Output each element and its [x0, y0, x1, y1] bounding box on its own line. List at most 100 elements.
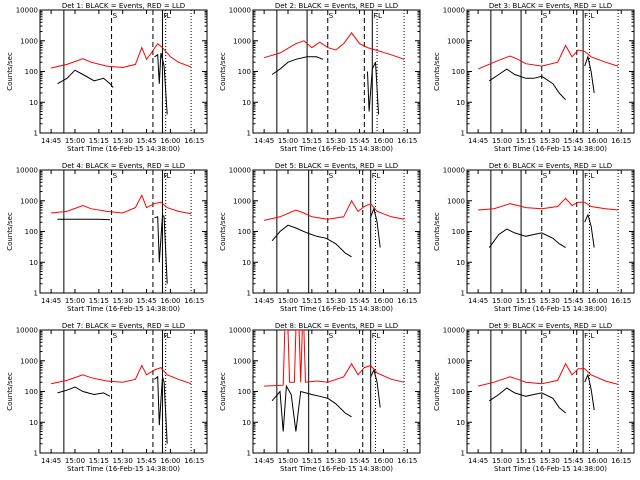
x-tick-label: 15:00	[492, 457, 512, 465]
marker-label: F	[372, 172, 376, 180]
y-tick-label: 1000	[447, 37, 465, 45]
x-tick-label: 15:00	[65, 137, 85, 145]
events-series-line	[271, 368, 381, 432]
marker-label: L	[167, 172, 171, 180]
panel-det-9: Det 9: BLACK = Events, RED = LLD 1 10 100 10…	[433, 322, 635, 473]
lld-series-line	[477, 44, 619, 70]
marker-label: L	[167, 332, 171, 340]
panel-title: Det 5: BLACK = Events, RED = LLD	[275, 162, 398, 170]
marker-label: S	[113, 172, 118, 180]
lld-series-line	[50, 42, 192, 69]
x-tick-label: 14:45	[254, 457, 274, 465]
axes-frame	[39, 329, 208, 454]
y-tick-label: 100	[238, 68, 251, 76]
marker-label: L	[376, 172, 380, 180]
y-tick-label: 100	[25, 388, 38, 396]
x-axis-label: Start Time (16-Feb-15 14:38:00)	[67, 465, 180, 473]
y-tick-label: 1	[34, 290, 38, 298]
y-tick-label: 10000	[443, 327, 465, 335]
x-tick-label: 14:45	[41, 297, 61, 305]
axes-frame	[466, 329, 635, 454]
marker-label: F	[372, 332, 376, 340]
marker-label: F	[584, 332, 588, 340]
x-tick-label: 16:15	[397, 297, 417, 305]
marker-label: L	[378, 12, 382, 20]
panel-title: Det 1: BLACK = Events, RED = LLD	[62, 2, 185, 10]
y-axis-label: Counts/sec	[219, 212, 227, 251]
y-tick-label: 1	[247, 290, 251, 298]
x-axis-label: Start Time (16-Feb-15 14:38:00)	[280, 145, 393, 153]
y-tick-label: 10000	[16, 327, 38, 335]
events-series-line	[271, 56, 380, 115]
panel-title: Det 4: BLACK = Events, RED = LLD	[62, 162, 185, 170]
lld-series-line	[477, 362, 619, 387]
y-tick-label: 100	[238, 388, 251, 396]
x-tick-label: 16:00	[160, 137, 180, 145]
x-tick-label: 15:30	[326, 137, 346, 145]
x-tick-label: 15:15	[302, 137, 322, 145]
x-tick-label: 16:00	[587, 457, 607, 465]
y-tick-label: 10000	[443, 167, 465, 175]
x-tick-label: 15:00	[65, 457, 85, 465]
x-tick-label: 15:15	[516, 297, 536, 305]
lld-series-line	[263, 32, 405, 60]
x-tick-label: 14:45	[254, 137, 274, 145]
x-tick-label: 15:30	[113, 457, 133, 465]
x-tick-label: 16:00	[373, 457, 393, 465]
x-tick-label: 16:00	[587, 137, 607, 145]
panel-det-6: Det 6: BLACK = Events, RED = LLD 1 10 100 10…	[433, 162, 635, 313]
y-tick-label: 10	[456, 259, 465, 267]
y-tick-label: 10	[242, 259, 251, 267]
panel-title: Det 9: BLACK = Events, RED = LLD	[489, 322, 612, 330]
lld-series-line	[478, 197, 619, 211]
events-series-line	[57, 213, 168, 284]
x-tick-label: 16:15	[611, 297, 631, 305]
x-tick-label: 16:15	[611, 137, 631, 145]
x-tick-label: 14:45	[254, 297, 274, 305]
events-series-line	[57, 375, 168, 444]
x-tick-label: 14:45	[41, 457, 61, 465]
axes-frame	[252, 9, 421, 134]
y-tick-label: 100	[238, 228, 251, 236]
y-tick-label: 1	[461, 450, 465, 458]
y-tick-label: 10	[29, 419, 38, 427]
panel-title: Det 3: BLACK = Events, RED = LLD	[489, 2, 612, 10]
lld-series-line	[50, 364, 192, 385]
x-axis-label: Start Time (16-Feb-15 14:38:00)	[280, 305, 393, 313]
marker-label: S	[113, 12, 118, 20]
y-tick-label: 10000	[229, 7, 251, 15]
y-axis-label: Counts/sec	[6, 52, 14, 91]
x-tick-label: 15:15	[89, 457, 109, 465]
x-tick-label: 16:15	[184, 457, 204, 465]
x-tick-label: 16:15	[397, 137, 417, 145]
y-tick-label: 10000	[229, 327, 251, 335]
marker-label: L	[167, 12, 171, 20]
y-axis-label: Counts/sec	[433, 372, 441, 411]
x-tick-label: 15:30	[326, 297, 346, 305]
marker-label: S	[543, 332, 548, 340]
panel-det-5: Det 5: BLACK = Events, RED = LLD 1 10 100 10…	[219, 162, 421, 313]
marker-label: F	[584, 172, 588, 180]
events-series-line	[489, 54, 595, 101]
x-tick-label: 15:30	[113, 137, 133, 145]
x-tick-label: 15:30	[326, 457, 346, 465]
y-tick-label: 10	[242, 99, 251, 107]
marker-label: S	[329, 332, 334, 340]
y-tick-label: 10000	[16, 7, 38, 15]
y-tick-label: 10	[456, 99, 465, 107]
y-axis-label: Counts/sec	[219, 372, 227, 411]
panel-det-1: Det 1: BLACK = Events, RED = LLD 1 10 100 10…	[6, 2, 208, 153]
x-axis-label: Start Time (16-Feb-15 14:38:00)	[494, 465, 607, 473]
y-tick-label: 1	[34, 450, 38, 458]
marker-label: L	[590, 332, 594, 340]
axes-frame	[466, 169, 635, 294]
x-tick-label: 16:00	[373, 297, 393, 305]
panel-title: Det 8: BLACK = Events, RED = LLD	[275, 322, 398, 330]
panel-det-4: Det 4: BLACK = Events, RED = LLD 1 10 100 10…	[6, 162, 208, 313]
y-tick-label: 1	[34, 130, 38, 138]
x-tick-label: 14:45	[468, 457, 488, 465]
y-tick-label: 1000	[20, 37, 38, 45]
x-tick-label: 15:00	[278, 457, 298, 465]
x-tick-label: 15:45	[563, 137, 583, 145]
marker-label: S	[113, 332, 118, 340]
